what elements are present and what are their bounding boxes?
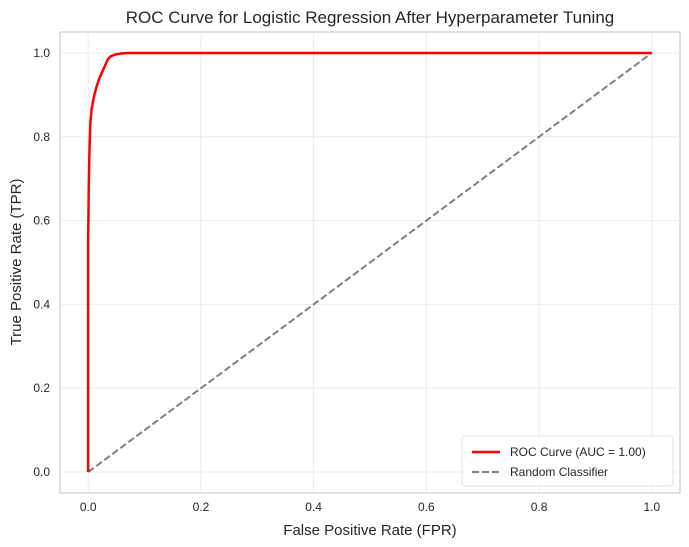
random-classifier-line bbox=[87, 52, 653, 473]
y-tick-label: 0.8 bbox=[33, 130, 50, 144]
legend: ROC Curve (AUC = 1.00) Random Classifier bbox=[461, 435, 674, 487]
y-axis-ticks: 0.0 0.2 0.4 0.6 0.8 1.0 bbox=[33, 46, 50, 479]
y-tick-label: 0.0 bbox=[33, 465, 50, 479]
legend-label-random: Random Classifier bbox=[510, 465, 608, 479]
roc-curve-line bbox=[86, 51, 652, 473]
y-tick-label: 0.4 bbox=[33, 297, 50, 311]
x-axis-ticks: 0.0 0.2 0.4 0.6 0.8 1.0 bbox=[80, 500, 661, 514]
chart-title: ROC Curve for Logistic Regression After … bbox=[126, 8, 614, 27]
legend-label-roc: ROC Curve (AUC = 1.00) bbox=[510, 445, 646, 459]
series-lines bbox=[86, 51, 653, 473]
y-tick-label: 0.2 bbox=[33, 381, 50, 395]
y-tick-label: 1.0 bbox=[33, 46, 50, 60]
x-tick-label: 1.0 bbox=[643, 500, 660, 514]
x-tick-label: 0.4 bbox=[305, 500, 322, 514]
x-tick-label: 0.6 bbox=[418, 500, 435, 514]
x-axis-label: False Positive Rate (FPR) bbox=[283, 522, 456, 539]
y-tick-label: 0.6 bbox=[33, 214, 50, 228]
x-tick-label: 0.0 bbox=[80, 500, 97, 514]
x-tick-label: 0.8 bbox=[531, 500, 548, 514]
y-axis-label: True Positive Rate (TPR) bbox=[8, 179, 25, 346]
x-tick-label: 0.2 bbox=[193, 500, 210, 514]
legend-box bbox=[461, 435, 674, 487]
